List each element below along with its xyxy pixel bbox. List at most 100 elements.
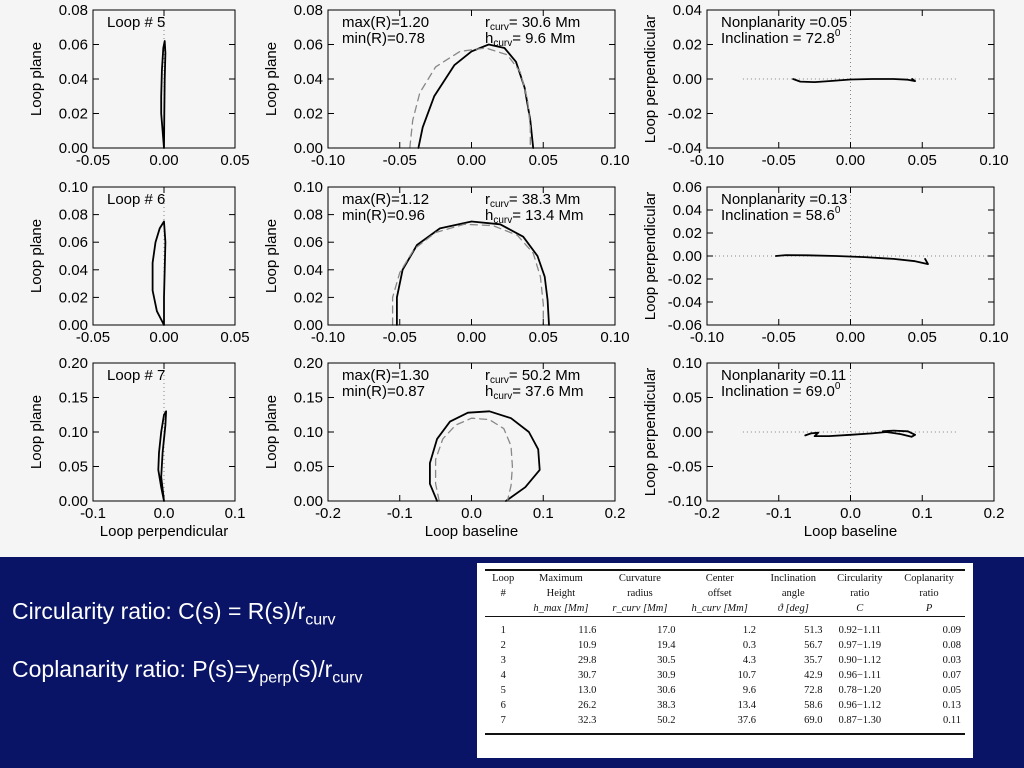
table-cell: 72.8 [804, 685, 823, 696]
x-tick-label: 0.00 [149, 329, 178, 346]
nonplanarity-annotation: Nonplanarity =0.11 [721, 367, 846, 384]
x-tick-label: -0.05 [383, 329, 417, 346]
y-tick-label: -0.02 [668, 106, 702, 123]
circularity-formula: Circularity ratio: C(s) = R(s)/rcurv [12, 598, 336, 630]
y-tick-label: 0.00 [294, 317, 323, 334]
table-cell: 51.3 [804, 625, 823, 636]
x-axis-title: Loop perpendicular [100, 523, 228, 540]
loop-series-line [429, 410, 541, 502]
inclination-annotation: Inclination = 72.80 [721, 28, 841, 47]
plot-panel: -0.1 0.0 0.1 0.00 0.05 0.10 0.15 0.20 Loop plane… [28, 355, 245, 540]
h-curv-annotation: hcurv= 13.4 Mm [485, 207, 584, 226]
loop-number-label: Loop # 6 [107, 191, 165, 208]
y-tick-label: 0.06 [294, 37, 323, 54]
table-cell: 4 [500, 670, 506, 681]
table-header-cell: radius [627, 588, 653, 599]
y-tick-label: 0.02 [59, 289, 88, 306]
x-tick-label: 0.05 [529, 329, 558, 346]
y-axis-title: Loop perpendicular [642, 15, 659, 143]
table-cell: 13.0 [578, 685, 597, 696]
y-axis-title: Loop plane [28, 219, 45, 293]
y-tick-label: 0.00 [673, 248, 702, 265]
x-tick-label: 0.05 [529, 152, 558, 169]
y-axis-title: Loop plane [263, 395, 280, 469]
x-tick-label: 0.05 [908, 329, 937, 346]
x-axis-title: Loop baseline [804, 523, 897, 540]
table-cell: 0.3 [742, 640, 756, 651]
x-tick-label: 0.2 [605, 505, 626, 522]
table-cell: 50.2 [657, 715, 676, 726]
r-curv-annotation: rcurv= 30.6 Mm [485, 14, 580, 33]
y-tick-label: 0.04 [294, 71, 323, 88]
x-tick-label: -0.05 [383, 152, 417, 169]
loop-number-label: Loop # 7 [107, 367, 165, 384]
y-tick-label: 0.10 [59, 179, 88, 196]
fitted-circle-line [391, 223, 544, 326]
y-tick-label: 0.06 [59, 37, 88, 54]
x-tick-label: -0.10 [311, 152, 345, 169]
fitted-circle-line [409, 47, 531, 149]
table-cell: 17.0 [657, 625, 676, 636]
y-tick-label: 0.04 [673, 2, 702, 19]
inclination-annotation: Inclination = 69.00 [721, 381, 841, 400]
x-tick-label: 0.0 [840, 505, 861, 522]
h-curv-annotation: hcurv= 9.6 Mm [485, 30, 575, 49]
x-tick-label: 0.05 [220, 152, 249, 169]
table-row: 5 13.0 30.6 9.6 72.8 0.78−1.20 0.05 [485, 683, 965, 698]
table-cell: 69.0 [804, 715, 823, 726]
x-tick-label: 0.05 [220, 329, 249, 346]
coplanarity-formula-text: Coplanarity ratio: P(s)=y [12, 656, 260, 682]
x-tick-label: 0.1 [225, 505, 246, 522]
table-cell: 29.8 [578, 655, 597, 666]
y-tick-label: 0.00 [59, 140, 88, 157]
table-cell: 30.6 [657, 685, 676, 696]
table-header: Loop Maximum Curvature Center Inclination Cir… [485, 570, 965, 617]
table-cell: 19.4 [657, 640, 676, 651]
fitted-circle-line [434, 417, 514, 502]
x-tick-label: 0.10 [979, 152, 1008, 169]
min-r-annotation: min(R)=0.96 [342, 207, 425, 224]
table-cell: 37.6 [737, 715, 756, 726]
table-header-cell: Circularity [837, 573, 883, 584]
x-tick-label: -0.10 [690, 152, 724, 169]
table-cell: 10.9 [578, 640, 597, 651]
table-row: 1 11.6 17.0 1.2 51.3 0.92−1.11 0.09 [485, 617, 965, 639]
y-tick-label: 0.10 [294, 424, 323, 441]
y-axis-title: Loop plane [28, 42, 45, 116]
table-row: 4 30.7 30.9 10.7 42.9 0.96−1.11 0.07 [485, 668, 965, 683]
table-header-cell: Center [705, 573, 734, 584]
table-cell: 13.4 [737, 700, 756, 711]
y-tick-label: 0.02 [673, 37, 702, 54]
y-tick-label: 0.02 [673, 225, 702, 242]
x-tick-label: -0.2 [315, 505, 341, 522]
y-tick-label: 0.02 [294, 289, 323, 306]
table-header-cell: Curvature [618, 573, 661, 584]
x-tick-label: 0.0 [154, 505, 175, 522]
x-tick-label: -0.05 [762, 329, 796, 346]
y-axis-title: Loop plane [28, 395, 45, 469]
loop-parameters-table: Loop Maximum Curvature Center Inclination Cir… [485, 569, 965, 735]
table-header-cell: r_curv [Mm] [612, 603, 668, 614]
y-tick-label: 0.00 [59, 317, 88, 334]
table-cell: 0.87−1.30 [838, 715, 882, 726]
y-tick-label: 0.20 [294, 355, 323, 372]
y-tick-label: 0.04 [59, 71, 88, 88]
table-header-row: # Height radius offset angle ratio ratio [485, 586, 965, 601]
table-body: 1 11.6 17.0 1.2 51.3 0.92−1.11 0.09 2 10.9 19.4 0.… [485, 617, 965, 734]
table-cell: 0.07 [942, 670, 961, 681]
circularity-formula-subscript: curv [305, 611, 336, 629]
y-tick-label: 0.02 [59, 106, 88, 123]
table-cell: 0.13 [942, 700, 961, 711]
y-tick-label: 0.04 [294, 262, 323, 279]
plot-panel: -0.10 -0.05 0.00 0.05 0.10 0.00 0.02 0.04 0.06 0.… [263, 179, 630, 346]
y-tick-label: 0.06 [59, 234, 88, 251]
y-tick-label: 0.00 [673, 424, 702, 441]
table-header-cell: P [925, 603, 933, 614]
x-tick-label: 0.1 [533, 505, 554, 522]
x-tick-label: -0.1 [766, 505, 792, 522]
coplanarity-formula: Coplanarity ratio: P(s)=yperp(s)/rcurv [12, 656, 362, 688]
table-header-row: h_max [Mm] r_curv [Mm] h_curv [Mm] ϑ [deg] C… [485, 601, 965, 617]
